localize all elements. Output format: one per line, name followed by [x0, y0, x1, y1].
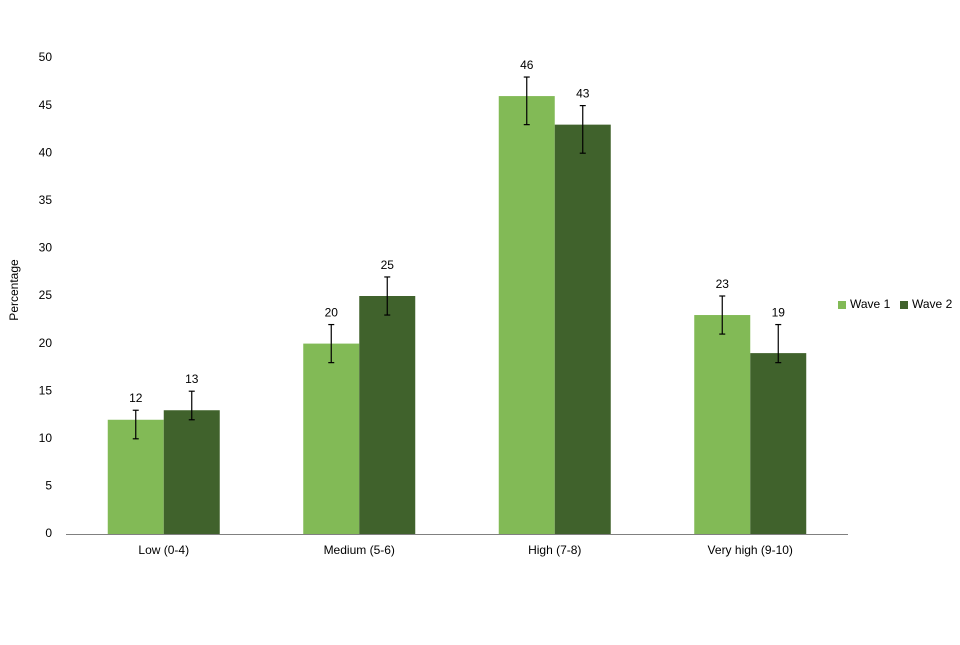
data-labels-group: 12 13 20 25 46 43 23 19: [129, 58, 785, 405]
bar-wave-2: [750, 353, 807, 534]
x-axis: Low (0-4) Medium (5-6) High (7-8) Very high…: [66, 534, 848, 557]
y-tick-label: 5: [45, 479, 52, 493]
y-axis-title: Percentage: [7, 259, 21, 321]
error-bars-group: [132, 76, 782, 440]
y-tick-label: 40: [39, 145, 53, 159]
data-label: 19: [772, 306, 786, 320]
bar-wave-1: [694, 315, 751, 534]
y-tick-label: 30: [39, 241, 53, 255]
y-tick-label: 35: [39, 193, 53, 207]
legend-swatch: [900, 301, 908, 309]
bar-wave-1: [303, 343, 360, 534]
data-label: 20: [325, 306, 339, 320]
x-tick-label: High (7-8): [528, 543, 581, 557]
x-tick-label: Very high (9-10): [708, 543, 793, 557]
legend: Wave 1 Wave 2: [838, 297, 953, 311]
x-tick-label: Low (0-4): [138, 543, 189, 557]
bar-wave-2: [163, 410, 220, 534]
bars-group: [107, 96, 807, 534]
data-label: 13: [185, 372, 199, 386]
y-tick-label: 25: [39, 288, 53, 302]
data-label: 12: [129, 391, 143, 405]
x-tick-label: Medium (5-6): [324, 543, 395, 557]
y-tick-label: 20: [39, 336, 53, 350]
data-label: 25: [381, 258, 395, 272]
legend-label: Wave 2: [912, 297, 953, 311]
y-tick-label: 10: [39, 431, 53, 445]
bar-wave-2: [359, 296, 416, 534]
legend-swatch: [838, 301, 846, 309]
y-tick-label: 15: [39, 383, 53, 397]
data-label: 23: [716, 277, 730, 291]
y-tick-label: 0: [45, 526, 52, 540]
y-axis: 0 5 10 15 20 25 30 35 40 45 50: [39, 50, 53, 540]
bar-wave-1: [498, 96, 555, 534]
legend-label: Wave 1: [850, 297, 891, 311]
y-tick-label: 50: [39, 50, 53, 64]
data-label: 43: [576, 87, 590, 101]
data-label: 46: [520, 58, 534, 72]
bar-wave-2: [554, 124, 611, 534]
y-tick-label: 45: [39, 98, 53, 112]
